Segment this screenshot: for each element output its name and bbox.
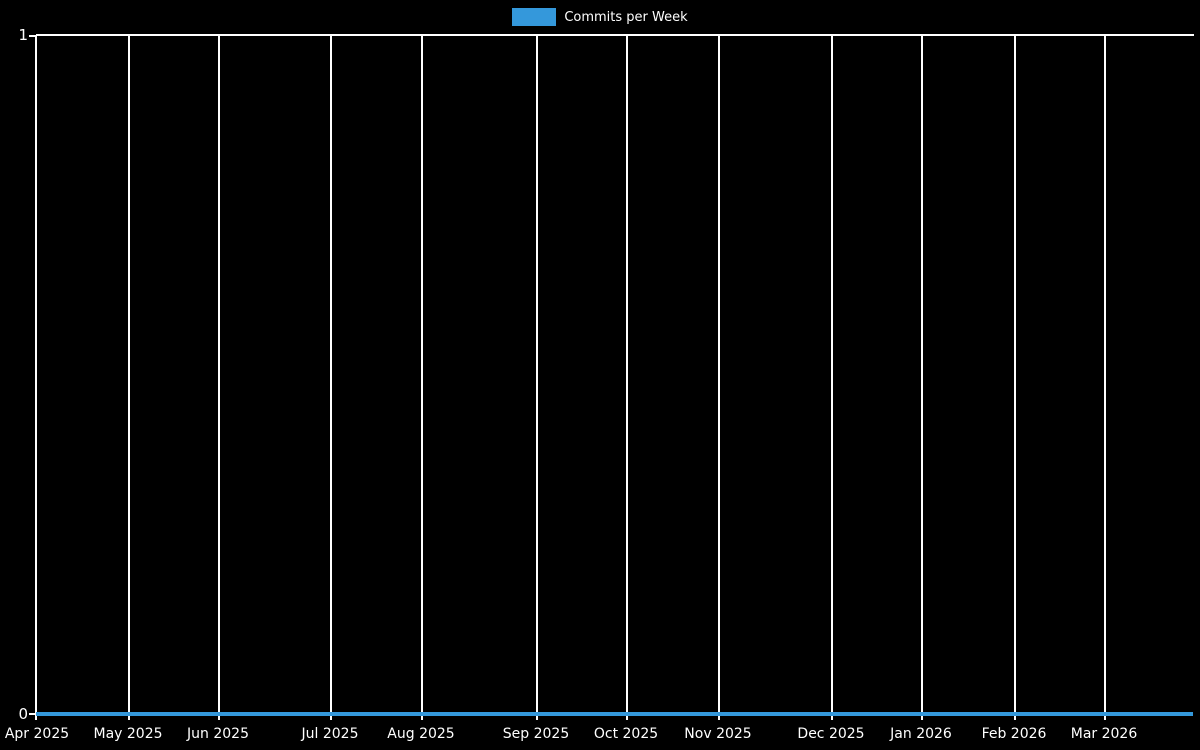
x-gridline-dec-2025 (831, 35, 833, 715)
x-gridline-aug-2025 (421, 35, 423, 715)
y-tick-label-1: 1 (18, 26, 28, 44)
x-gridline-jun-2025 (218, 35, 220, 715)
x-tick-label-aug-2025: Aug 2025 (387, 726, 455, 742)
x-gridline-mar-2026 (1104, 35, 1106, 715)
y-tick-mark-1 (29, 35, 35, 37)
x-tick-label-feb-2026: Feb 2026 (981, 726, 1047, 742)
x-gridline-oct-2025 (626, 35, 628, 715)
x-tick-mark-oct-2025 (626, 715, 628, 720)
x-tick-mark-nov-2025 (718, 715, 720, 720)
y-tick-label-0: 0 (18, 705, 28, 723)
x-tick-mark-jan-2026 (921, 715, 923, 720)
series-line-commits-per-week (36, 712, 1193, 716)
x-tick-label-oct-2025: Oct 2025 (593, 726, 659, 742)
x-tick-label-mar-2026: Mar 2026 (1070, 726, 1138, 742)
y-tick-mark-0 (29, 713, 35, 715)
x-tick-label-jan-2026: Jan 2026 (890, 726, 952, 742)
x-tick-mark-feb-2026 (1014, 715, 1016, 720)
x-tick-mark-jul-2025 (330, 715, 332, 720)
x-gridline-jul-2025 (330, 35, 332, 715)
x-tick-mark-may-2025 (128, 715, 130, 720)
x-tick-mark-jun-2025 (218, 715, 220, 720)
x-tick-mark-apr-2025 (35, 715, 37, 720)
legend-swatch-commits-per-week[interactable] (512, 8, 557, 26)
x-gridline-nov-2025 (718, 35, 720, 715)
x-tick-mark-dec-2025 (831, 715, 833, 720)
x-gridline-jan-2026 (921, 35, 923, 715)
x-tick-mark-mar-2026 (1104, 715, 1106, 720)
x-tick-label-sep-2025: Sep 2025 (502, 726, 570, 742)
plot-top-gridline (36, 34, 1194, 36)
x-tick-label-jun-2025: Jun 2025 (187, 726, 249, 742)
x-gridline-may-2025 (128, 35, 130, 715)
x-tick-label-dec-2025: Dec 2025 (797, 726, 865, 742)
x-gridline-sep-2025 (536, 35, 538, 715)
x-tick-label-jul-2025: Jul 2025 (301, 726, 359, 742)
x-tick-label-apr-2025: Apr 2025 (4, 726, 70, 742)
x-gridline-feb-2026 (1014, 35, 1016, 715)
x-tick-mark-aug-2025 (421, 715, 423, 720)
chart-legend: Commits per Week (0, 6, 1200, 28)
x-tick-mark-sep-2025 (536, 715, 538, 720)
x-gridline-apr-2025 (35, 35, 37, 715)
legend-label-commits-per-week: Commits per Week (564, 9, 688, 25)
x-tick-label-nov-2025: Nov 2025 (684, 726, 752, 742)
x-tick-label-may-2025: May 2025 (93, 726, 163, 742)
